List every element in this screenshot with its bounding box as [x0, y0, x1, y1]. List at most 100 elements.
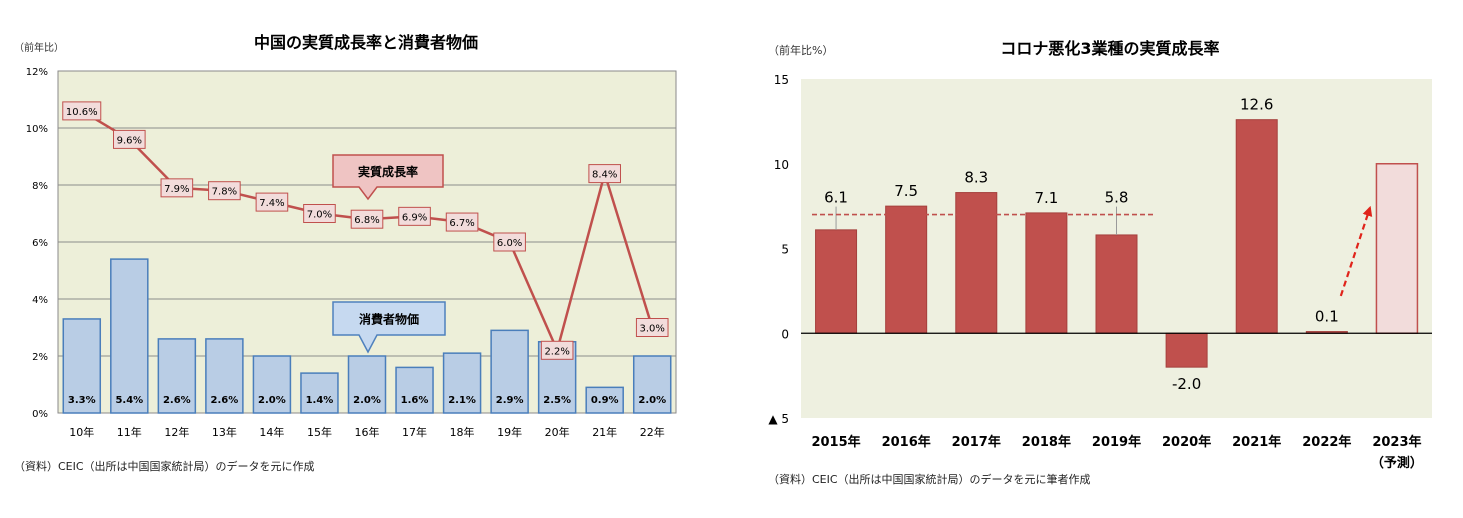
growth-bar: [1235, 119, 1278, 334]
growth-point-label: 9.6%: [117, 135, 142, 146]
growth-bar: [885, 205, 928, 334]
left-chart: 中国の実質成長率と消費者物価 （前年比） 0% 2% 4% 6% 8% 10% 12% 10年…: [14, 33, 677, 473]
forecast-arrow: [1339, 205, 1373, 297]
x-tick-label: 17年: [402, 425, 427, 439]
x-tick-label: 21年: [592, 425, 617, 439]
y-tick-label: 12%: [26, 67, 48, 78]
x-tick-label: 2020年: [1162, 434, 1211, 450]
cpi-bar: [157, 338, 197, 414]
cpi-bar: [205, 338, 244, 414]
left-chart-title: 中国の実質成長率と消費者物価: [254, 33, 478, 52]
bar-value-label: 8.3: [964, 169, 988, 187]
growth-point-label-box: [303, 204, 336, 223]
y-tick-label: 15: [774, 73, 789, 87]
x-tick-label: 11年: [117, 425, 142, 439]
y-tick-label: 0%: [32, 409, 48, 420]
cpi-bar: [632, 355, 672, 414]
growth-point-label-box: [350, 209, 384, 229]
cpi-bar-label: 2.1%: [448, 395, 476, 406]
bar-value-label: 5.8: [1105, 189, 1129, 207]
y-tick-label: 0: [781, 327, 789, 341]
cpi-bar: [490, 329, 529, 414]
x-tick-label: 13年: [212, 425, 237, 439]
cpi-callout: [332, 301, 446, 354]
y-tick-label: 10%: [26, 124, 48, 135]
cpi-bar: [442, 352, 482, 414]
left-source-note: （資料）CEIC（出所は中国国家統計局）のデータを元に作成: [14, 459, 315, 473]
x-tick-label: 10年: [69, 425, 94, 439]
cpi-bar-label: 5.4%: [115, 395, 143, 406]
y-tick-label: ▲ 5: [768, 412, 789, 426]
growth-point-label: 10.6%: [66, 107, 98, 118]
bar-value-label: 7.1: [1034, 189, 1058, 207]
x-tick-label: 2015年: [811, 434, 860, 450]
x-tick-label: 2019年: [1092, 434, 1141, 450]
x-tick-label: 20年: [545, 425, 570, 439]
growth-point-label-box: [493, 232, 526, 252]
cpi-bar-label: 1.4%: [306, 395, 334, 406]
growth-callout-text: 実質成長率: [358, 164, 418, 179]
y-tick-label: 4%: [32, 295, 48, 306]
growth-point-label-box: [540, 340, 574, 360]
y-tick-label: 2%: [32, 352, 48, 363]
cpi-callout-text: 消費者物価: [359, 312, 419, 327]
y-tick-label: 5: [781, 243, 789, 257]
x-tick-label: 15年: [307, 425, 332, 439]
bar-value-label: 0.1: [1315, 308, 1339, 326]
cpi-bar: [62, 318, 102, 414]
growth-point-label: 6.9%: [402, 212, 427, 223]
x-tick-label: 2022年: [1302, 434, 1351, 450]
growth-point-label: 6.7%: [449, 218, 474, 229]
right-chart-title: コロナ悪化3業種の実質成長率: [1000, 39, 1219, 58]
y-tick-label: 8%: [32, 181, 48, 192]
cpi-bar-label: 2.5%: [543, 395, 571, 406]
growth-point-label-box: [398, 206, 431, 226]
growth-point-label-box: [62, 101, 102, 121]
right-source-note: （資料）CEIC（出所は中国国家統計局）のデータを元に筆者作成: [768, 472, 1091, 486]
growth-point-label: 6.0%: [497, 238, 522, 249]
growth-point-label-box: [635, 318, 669, 337]
growth-point-label-box: [255, 192, 289, 212]
growth-bar: [815, 229, 858, 334]
growth-point-label-box: [588, 164, 621, 184]
growth-point-label: 7.8%: [212, 187, 237, 198]
growth-point-label: 3.0%: [640, 324, 665, 335]
cpi-bar: [347, 355, 387, 414]
right-y-unit-label: （前年比%）: [768, 43, 833, 57]
growth-point-label-box: [160, 178, 194, 198]
y-tick-label: 10: [774, 158, 789, 172]
growth-point-label-box: [208, 181, 241, 201]
x-tick-label: 2023年: [1372, 434, 1421, 450]
growth-bar: [1025, 212, 1068, 334]
x-tick-label: 2021年: [1232, 434, 1281, 450]
left-y-unit-label: （前年比）: [14, 41, 64, 54]
cpi-bar-label: 2.6%: [211, 395, 239, 406]
growth-point-label-box: [445, 212, 479, 232]
growth-point-label: 6.8%: [354, 215, 379, 226]
cpi-bar: [300, 372, 339, 414]
left-chart-plot: 0% 2% 4% 6% 8% 10% 12% 10年 11年 12年 13年 14年 15年 16年 17年…: [26, 67, 677, 439]
cpi-bar-label: 2.6%: [163, 395, 191, 406]
x-tick-label: 19年: [497, 425, 522, 439]
x-tick-label: 22年: [640, 425, 665, 439]
x-tick-label: 18年: [450, 425, 475, 439]
growth-point-label: 7.0%: [307, 210, 332, 221]
right-chart-plot: ▲ 5 0 5 10 15 2015年 2016年 2017年 2018年 2019年 2020年 2…: [768, 73, 1432, 471]
cpi-bar: [585, 386, 624, 414]
x-tick-label: 14年: [259, 425, 284, 439]
bar-value-label: 7.5: [894, 182, 918, 200]
growth-point-label: 8.4%: [592, 170, 617, 181]
x-tick-label: 12年: [164, 425, 189, 439]
right-chart: コロナ悪化3業種の実質成長率 （前年比%） ▲ 5 0 5 10 15 2015年 2016…: [768, 39, 1432, 486]
bar-value-label: 12.6: [1240, 96, 1273, 114]
growth-bar: [955, 192, 998, 334]
growth-point-label-box: [113, 129, 146, 149]
growth-bar: [1165, 332, 1208, 368]
cpi-bar-label: 1.6%: [401, 395, 429, 406]
cpi-bar: [395, 366, 434, 414]
x-tick-label: 16年: [355, 425, 380, 439]
cpi-bar-label: 2.9%: [496, 395, 524, 406]
cpi-bar-label: 2.0%: [353, 395, 381, 406]
growth-point-label: 7.4%: [259, 198, 284, 209]
